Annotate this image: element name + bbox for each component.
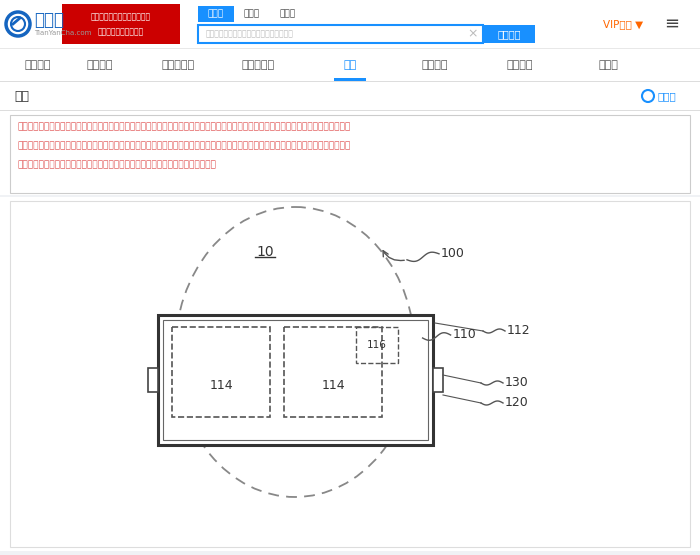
Bar xyxy=(198,25,483,43)
Text: 摘要: 摘要 xyxy=(14,89,29,103)
Bar xyxy=(0,197,700,551)
Text: ×: × xyxy=(468,28,478,41)
Bar xyxy=(148,368,158,392)
Text: 120: 120 xyxy=(505,396,528,410)
Text: 天眼查: 天眼查 xyxy=(657,91,676,101)
Text: 法律状态: 法律状态 xyxy=(421,60,448,70)
Text: 114: 114 xyxy=(209,379,233,392)
Text: 查名称: 查名称 xyxy=(244,9,260,18)
Bar xyxy=(0,82,700,110)
Text: 官方备案企业征信机构: 官方备案企业征信机构 xyxy=(98,28,144,37)
Text: 本申请涉及面部接合部和头戴式显示器。本文提供了一种用于头戴式显示器的面部接合部，该头戴式显示器佩戴在用户的头部上，该面部接合: 本申请涉及面部接合部和头戴式显示器。本文提供了一种用于头戴式显示器的面部接合部，… xyxy=(18,123,351,132)
Text: 10: 10 xyxy=(256,245,274,259)
Bar xyxy=(0,110,700,111)
Text: 申请人信息: 申请人信息 xyxy=(162,60,195,70)
Bar xyxy=(158,315,433,445)
Text: TianYanCha.com: TianYanCha.com xyxy=(34,30,92,36)
Text: 基本信息: 基本信息 xyxy=(87,60,113,70)
Text: 130: 130 xyxy=(505,376,528,390)
Text: 天眼查: 天眼查 xyxy=(34,11,64,29)
Text: 116: 116 xyxy=(367,340,387,350)
Bar xyxy=(356,327,398,363)
Bar xyxy=(0,111,700,195)
Bar xyxy=(284,327,382,417)
Bar xyxy=(10,201,690,547)
Bar xyxy=(0,0,700,48)
Bar xyxy=(172,327,270,417)
Text: ≡: ≡ xyxy=(664,15,680,33)
Text: 说明书: 说明书 xyxy=(598,60,618,70)
Text: 代理人信息: 代理人信息 xyxy=(241,60,274,70)
Text: 110: 110 xyxy=(453,329,476,341)
Bar xyxy=(334,78,366,81)
Bar xyxy=(198,6,234,22)
Text: 申请进展: 申请进展 xyxy=(25,60,51,70)
Text: 查公司: 查公司 xyxy=(208,9,224,18)
Bar xyxy=(0,81,700,82)
Bar xyxy=(163,320,428,440)
Bar xyxy=(62,4,180,44)
Text: 112: 112 xyxy=(507,325,531,337)
Text: 摘要: 摘要 xyxy=(344,60,356,70)
Text: VIP会员 ▼: VIP会员 ▼ xyxy=(603,19,643,29)
Text: 100: 100 xyxy=(441,248,465,260)
Text: 权利要求: 权利要求 xyxy=(507,60,533,70)
Bar xyxy=(433,368,443,392)
Text: 114: 114 xyxy=(321,379,345,392)
Text: 国家中小企业发展子基金旗下: 国家中小企业发展子基金旗下 xyxy=(91,13,151,22)
Text: 天眼一下: 天眼一下 xyxy=(497,29,521,39)
Text: 部包括上部部分和下部部分，该上部部分接合该用户的眼睛上方的上部面部区域，该下部部分接合该用户的该眼睛下方的下部面部区域，该下: 部包括上部部分和下部部分，该上部部分接合该用户的眼睛上方的上部面部区域，该下部部… xyxy=(18,142,351,150)
Bar xyxy=(0,48,700,49)
Text: 部部分具有下部剪切顺应性，该下部剪切顺应性大于该上部部分的上部剪切顺应性。: 部部分具有下部剪切顺应性，该下部剪切顺应性大于该上部部分的上部剪切顺应性。 xyxy=(18,160,217,169)
Bar xyxy=(10,115,690,193)
Text: 请输入公司名称、人名、品牌名称等关键词: 请输入公司名称、人名、品牌名称等关键词 xyxy=(206,29,294,38)
Text: 查关系: 查关系 xyxy=(280,9,296,18)
Bar xyxy=(483,25,535,43)
Bar xyxy=(0,49,700,81)
